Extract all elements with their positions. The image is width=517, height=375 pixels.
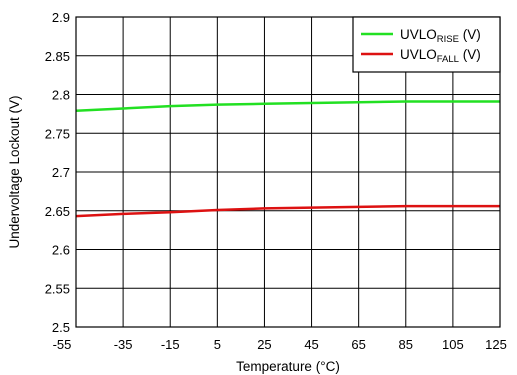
y-axis-title: Undervoltage Lockout (V) — [7, 95, 22, 248]
y-tick-label: 2.5 — [52, 320, 70, 335]
legend-box — [352, 16, 501, 73]
series-line-fall — [75, 204, 500, 218]
y-tick-label: 2.6 — [52, 243, 70, 258]
series-line-rise — [75, 100, 500, 113]
x-tick-label: 125 — [485, 337, 507, 352]
legend: UVLORISE (V) UVLOFALL (V) — [352, 16, 501, 73]
y-tick-labels: 2.5 2.55 2.6 2.65 2.7 2.75 2.8 2.85 2.9 — [45, 10, 70, 335]
x-tick-label: -55 — [53, 337, 72, 352]
series-lines — [75, 100, 500, 218]
x-tick-label: 105 — [442, 337, 464, 352]
x-tick-label: -35 — [114, 337, 133, 352]
legend-label-rise-suffix: (V) — [459, 27, 481, 42]
y-tick-label: 2.9 — [52, 10, 70, 25]
legend-label-fall: UVLOFALL (V) — [400, 47, 481, 65]
x-tick-label: 25 — [257, 337, 271, 352]
legend-label-rise: UVLORISE (V) — [400, 27, 481, 45]
y-tick-label: 2.55 — [45, 281, 70, 296]
legend-label-fall-main: UVLO — [400, 47, 437, 62]
plot-frame — [75, 16, 501, 328]
y-tick-label: 2.85 — [45, 49, 70, 64]
y-tick-label: 2.8 — [52, 88, 70, 103]
x-axis-title: Temperature (°C) — [236, 359, 340, 374]
legend-label-rise-main: UVLO — [400, 27, 437, 42]
x-tick-label: 5 — [214, 337, 221, 352]
y-tick-label: 2.7 — [52, 165, 70, 180]
legend-label-rise-sub: RISE — [437, 34, 459, 45]
x-tick-label: 45 — [304, 337, 318, 352]
legend-label-fall-sub: FALL — [437, 54, 459, 65]
x-tick-label: 65 — [351, 337, 365, 352]
y-tick-label: 2.65 — [45, 204, 70, 219]
x-tick-label: 85 — [399, 337, 413, 352]
x-tick-label: -15 — [161, 337, 180, 352]
y-tick-label: 2.75 — [45, 126, 70, 141]
legend-label-fall-suffix: (V) — [459, 47, 481, 62]
x-tick-labels: -55 -35 -15 5 25 45 65 85 105 125 — [53, 337, 507, 352]
